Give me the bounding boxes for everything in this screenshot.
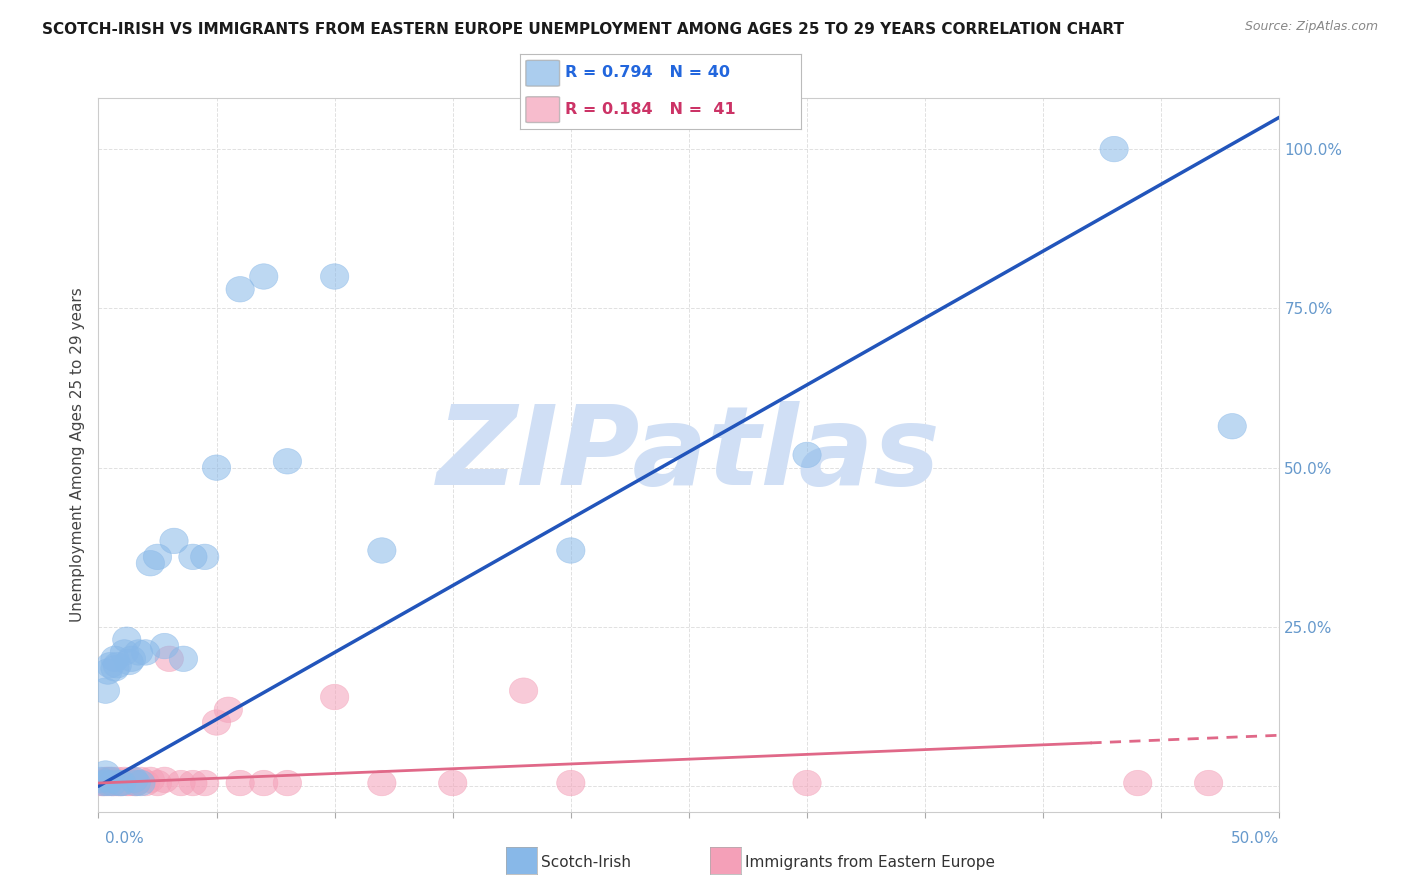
Ellipse shape bbox=[91, 771, 120, 796]
Ellipse shape bbox=[122, 771, 150, 796]
Ellipse shape bbox=[1123, 771, 1152, 796]
Ellipse shape bbox=[191, 544, 219, 570]
Text: Scotch-Irish: Scotch-Irish bbox=[541, 855, 631, 870]
Ellipse shape bbox=[143, 771, 172, 796]
Ellipse shape bbox=[115, 649, 143, 674]
Ellipse shape bbox=[96, 771, 124, 796]
Ellipse shape bbox=[143, 544, 172, 570]
Ellipse shape bbox=[793, 771, 821, 796]
Ellipse shape bbox=[136, 767, 165, 793]
Ellipse shape bbox=[127, 771, 155, 796]
Ellipse shape bbox=[87, 771, 115, 796]
Ellipse shape bbox=[120, 767, 148, 793]
Ellipse shape bbox=[179, 544, 207, 570]
Ellipse shape bbox=[509, 678, 537, 704]
Ellipse shape bbox=[1195, 771, 1223, 796]
Ellipse shape bbox=[94, 659, 122, 684]
Ellipse shape bbox=[368, 538, 396, 563]
Ellipse shape bbox=[94, 771, 122, 796]
Ellipse shape bbox=[103, 652, 132, 678]
Ellipse shape bbox=[98, 771, 127, 796]
Ellipse shape bbox=[169, 646, 198, 672]
Ellipse shape bbox=[117, 646, 146, 672]
Ellipse shape bbox=[96, 652, 124, 678]
Ellipse shape bbox=[160, 528, 188, 554]
Ellipse shape bbox=[110, 640, 139, 665]
Ellipse shape bbox=[321, 264, 349, 289]
Ellipse shape bbox=[120, 771, 148, 796]
Ellipse shape bbox=[103, 767, 132, 793]
Ellipse shape bbox=[108, 771, 136, 796]
Text: SCOTCH-IRISH VS IMMIGRANTS FROM EASTERN EUROPE UNEMPLOYMENT AMONG AGES 25 TO 29 : SCOTCH-IRISH VS IMMIGRANTS FROM EASTERN … bbox=[42, 22, 1125, 37]
Ellipse shape bbox=[439, 771, 467, 796]
Ellipse shape bbox=[132, 771, 160, 796]
Ellipse shape bbox=[105, 771, 134, 796]
Text: ZIPatlas: ZIPatlas bbox=[437, 401, 941, 508]
Text: 50.0%: 50.0% bbox=[1232, 831, 1279, 846]
Ellipse shape bbox=[101, 656, 129, 681]
Ellipse shape bbox=[124, 640, 153, 665]
Ellipse shape bbox=[155, 646, 183, 672]
Ellipse shape bbox=[179, 771, 207, 796]
Ellipse shape bbox=[115, 771, 143, 796]
Ellipse shape bbox=[214, 697, 242, 723]
Ellipse shape bbox=[250, 264, 278, 289]
Ellipse shape bbox=[226, 771, 254, 796]
Ellipse shape bbox=[1218, 414, 1246, 439]
Ellipse shape bbox=[87, 767, 115, 793]
FancyBboxPatch shape bbox=[526, 96, 560, 122]
Ellipse shape bbox=[96, 767, 124, 793]
Text: R = 0.794   N = 40: R = 0.794 N = 40 bbox=[565, 65, 730, 80]
Ellipse shape bbox=[321, 684, 349, 710]
Ellipse shape bbox=[150, 633, 179, 659]
Ellipse shape bbox=[167, 771, 195, 796]
Ellipse shape bbox=[226, 277, 254, 302]
Ellipse shape bbox=[91, 678, 120, 704]
Ellipse shape bbox=[117, 767, 146, 793]
Ellipse shape bbox=[112, 771, 141, 796]
Ellipse shape bbox=[101, 646, 129, 672]
Ellipse shape bbox=[250, 771, 278, 796]
Ellipse shape bbox=[136, 550, 165, 576]
Ellipse shape bbox=[191, 771, 219, 796]
Y-axis label: Unemployment Among Ages 25 to 29 years: Unemployment Among Ages 25 to 29 years bbox=[69, 287, 84, 623]
Ellipse shape bbox=[98, 767, 127, 793]
Ellipse shape bbox=[557, 538, 585, 563]
FancyBboxPatch shape bbox=[526, 61, 560, 87]
Text: Immigrants from Eastern Europe: Immigrants from Eastern Europe bbox=[745, 855, 995, 870]
Ellipse shape bbox=[150, 767, 179, 793]
Ellipse shape bbox=[101, 771, 129, 796]
Text: R = 0.184   N =  41: R = 0.184 N = 41 bbox=[565, 102, 735, 117]
Ellipse shape bbox=[105, 771, 134, 796]
Ellipse shape bbox=[273, 449, 301, 474]
Ellipse shape bbox=[1099, 136, 1128, 161]
Ellipse shape bbox=[112, 627, 141, 652]
Ellipse shape bbox=[89, 771, 117, 796]
Ellipse shape bbox=[132, 640, 160, 665]
Ellipse shape bbox=[91, 761, 120, 786]
Ellipse shape bbox=[98, 771, 127, 796]
Ellipse shape bbox=[108, 771, 136, 796]
Ellipse shape bbox=[273, 771, 301, 796]
Ellipse shape bbox=[110, 767, 139, 793]
Text: 0.0%: 0.0% bbox=[105, 831, 145, 846]
Ellipse shape bbox=[793, 442, 821, 467]
Ellipse shape bbox=[91, 767, 120, 793]
Ellipse shape bbox=[94, 767, 122, 793]
Ellipse shape bbox=[89, 771, 117, 796]
Ellipse shape bbox=[202, 710, 231, 735]
Text: Source: ZipAtlas.com: Source: ZipAtlas.com bbox=[1244, 20, 1378, 33]
Ellipse shape bbox=[557, 771, 585, 796]
Ellipse shape bbox=[122, 771, 150, 796]
Ellipse shape bbox=[202, 455, 231, 481]
Ellipse shape bbox=[368, 771, 396, 796]
Ellipse shape bbox=[103, 771, 132, 796]
Ellipse shape bbox=[127, 767, 155, 793]
